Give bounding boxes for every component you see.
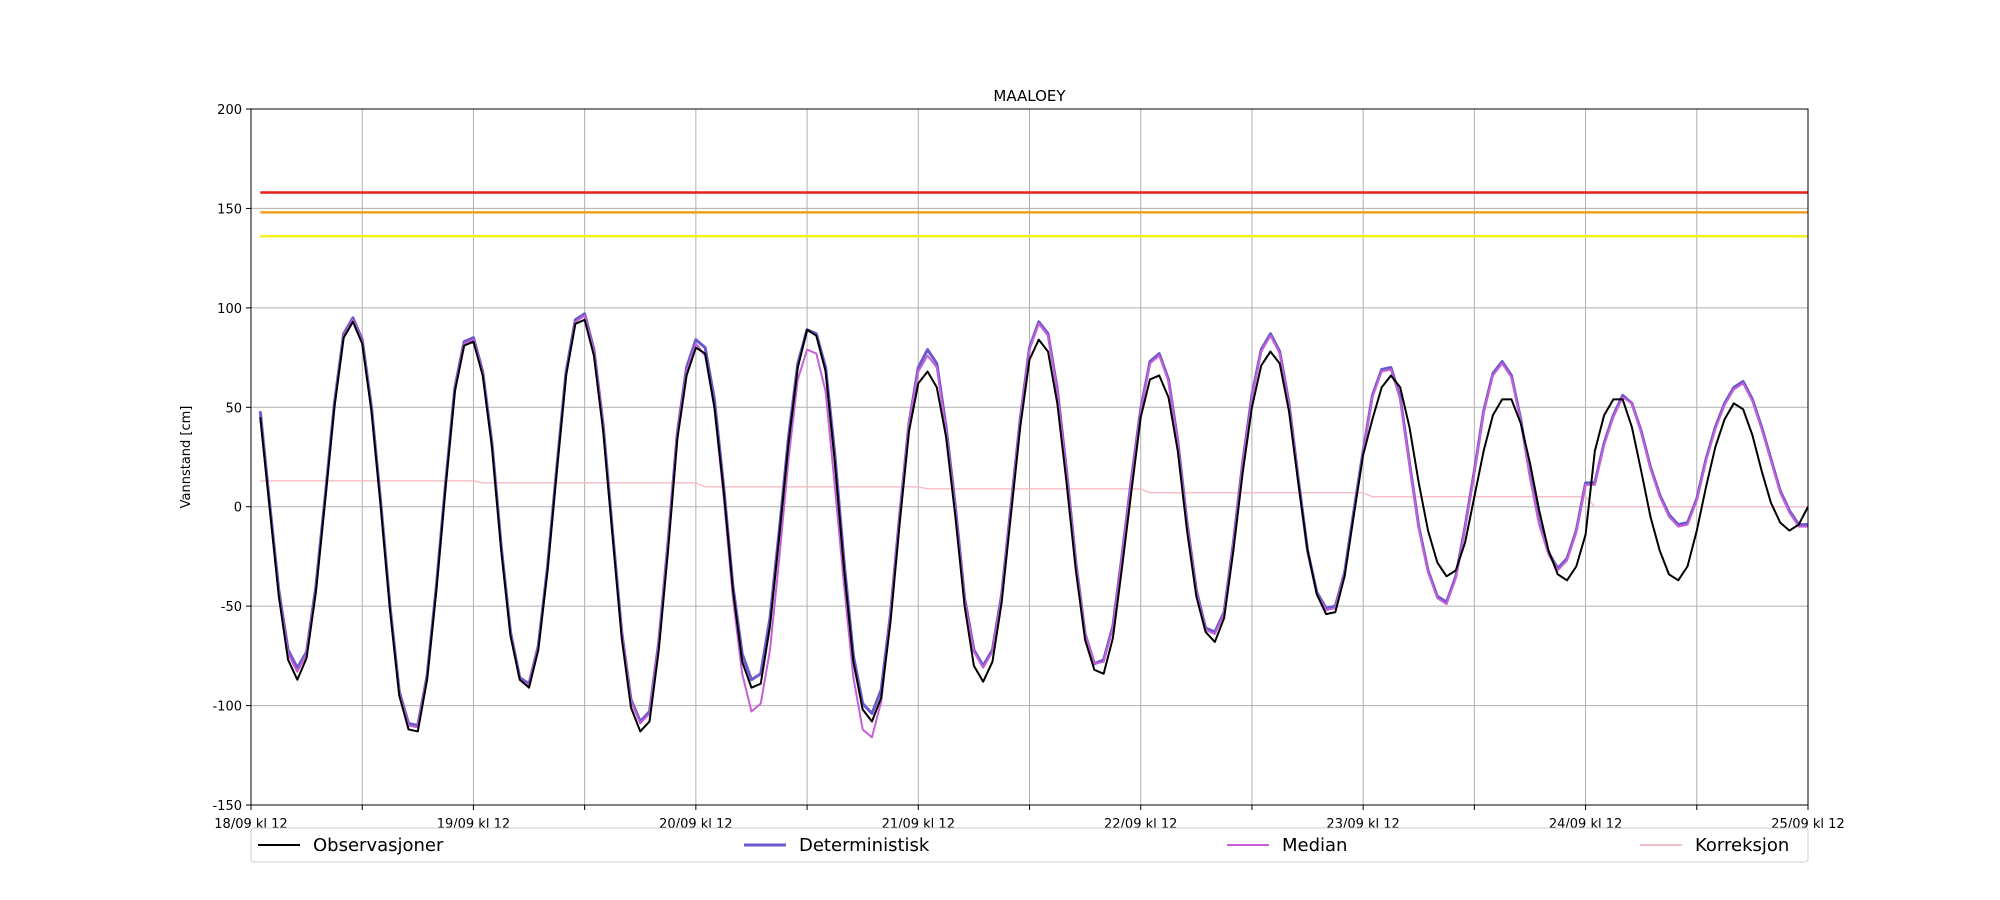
legend-label: Deterministisk <box>799 835 930 856</box>
legend-label: Observasjoner <box>313 835 444 856</box>
y-tick-label: -50 <box>221 600 242 615</box>
y-axis: -150 -100 -50 0 50 100 150 200 <box>212 103 251 814</box>
y-tick-label: 0 <box>234 501 242 516</box>
legend-box <box>250 827 1809 863</box>
grid <box>251 109 1808 805</box>
series-line-korreksjon <box>260 480 1808 508</box>
y-tick-label: -100 <box>212 700 242 715</box>
threshold-lines <box>260 191 1808 238</box>
series-lines <box>258 312 1809 739</box>
legend: Observasjoner Deterministisk Median Korreks… <box>250 827 1809 863</box>
y-tick-label: 200 <box>217 103 242 118</box>
y-tick-label: 100 <box>217 302 242 317</box>
y-tick-label: -150 <box>212 799 242 814</box>
legend-label: Korreksjon <box>1695 835 1789 856</box>
y-tick-label: 150 <box>217 202 242 217</box>
series-line-observasjoner <box>259 318 1809 733</box>
y-tick-label: 50 <box>225 401 242 416</box>
y-axis-label: Vannstand [cm] <box>179 406 194 509</box>
legend-label: Median <box>1282 835 1347 856</box>
chart-title: MAALOEY <box>993 87 1066 105</box>
